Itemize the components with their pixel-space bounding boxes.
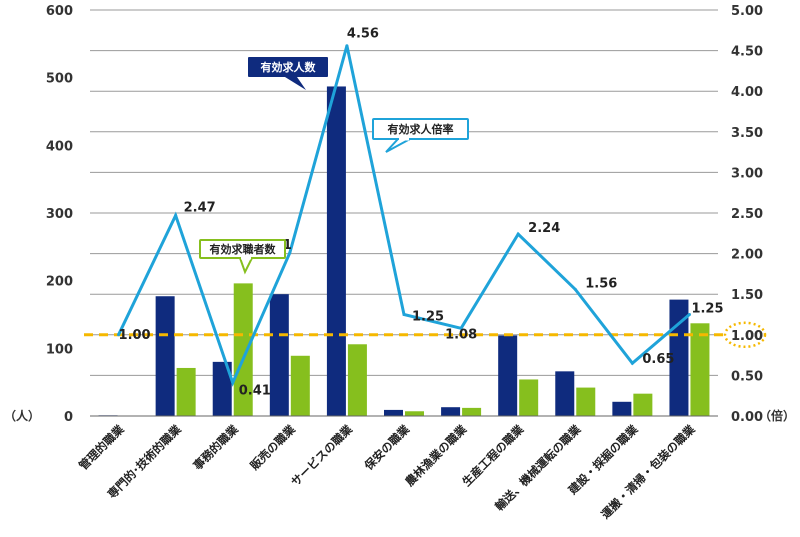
callout-ratio: 有効求人倍率	[372, 118, 469, 153]
ratio-data-label: 2.24	[528, 221, 560, 236]
left-axis-tick: 500	[46, 72, 73, 87]
bar-job-seekers	[347, 344, 367, 416]
category-label: 保安の職業	[361, 422, 413, 474]
callout-box	[372, 118, 469, 140]
right-axis-unit: （倍）	[759, 408, 795, 423]
bar-job-seekers	[519, 379, 539, 416]
ratio-point	[231, 381, 235, 385]
bar-job-offers	[326, 86, 346, 417]
ratio-point	[288, 251, 292, 255]
right-axis-tick: 5.00	[731, 4, 763, 19]
ratio-point	[402, 313, 406, 316]
right-axis-tick: 4.50	[731, 45, 763, 60]
ratio-point	[117, 333, 121, 337]
data-labels: 1.002.470.412.014.561.251.082.241.560.65…	[119, 27, 724, 399]
ratio-data-label: 0.41	[239, 384, 271, 399]
ratio-point	[630, 361, 634, 365]
bar-job-offers	[155, 296, 175, 416]
ratio-point	[516, 232, 520, 236]
ratio-line	[117, 44, 691, 387]
callout-label: 有効求職者数	[210, 242, 277, 256]
category-label: サービスの職業	[288, 422, 355, 489]
category-label: 事務的職業	[190, 422, 241, 473]
gridlines	[90, 9, 718, 376]
left-axis-tick: 300	[46, 207, 73, 222]
bar-job-offers	[498, 335, 518, 416]
ratio-data-label: 1.00	[119, 328, 151, 343]
left-axis-unit: （人）	[4, 408, 40, 423]
ratio-data-label: 1.56	[585, 276, 617, 291]
callout-box	[248, 57, 328, 77]
ratio-point	[573, 287, 577, 291]
ratio-point	[345, 44, 349, 48]
callout-job-offers: 有効求人数	[248, 57, 328, 90]
ratio-data-label: 4.56	[347, 27, 379, 42]
right-axis-tick: 2.50	[731, 207, 763, 222]
callout-tail	[385, 138, 411, 153]
right-axis-tick: 1.00	[731, 329, 763, 344]
left-axis-tick: 100	[46, 342, 73, 357]
left-axis-tick: 0	[64, 410, 73, 425]
category-label: 運搬・清掃・包装の職業	[598, 422, 698, 522]
bar-job-offers	[441, 407, 461, 416]
ratio-point	[459, 326, 463, 330]
bar-job-seekers	[233, 283, 253, 416]
ratio-data-label: 2.47	[184, 200, 216, 215]
callout-tail	[285, 77, 306, 90]
bar-job-seekers	[462, 407, 482, 416]
reference-line-label: 1.00	[731, 329, 763, 344]
right-axis-tick: 0.00	[731, 410, 763, 425]
right-axis-tick: 1.50	[731, 288, 763, 303]
bar-job-seekers	[576, 387, 596, 416]
right-axis-tick: 3.00	[731, 166, 763, 181]
callout-job-seekers: 有効求職者数	[199, 239, 286, 275]
right-axis-tick: 4.00	[731, 85, 763, 100]
ratio-point	[174, 213, 178, 217]
ratio-data-label: 1.25	[691, 302, 723, 317]
callout-label: 有効求人倍率	[388, 122, 454, 136]
bar-job-offers	[269, 294, 289, 416]
ratio-point	[687, 313, 691, 316]
bar-job-seekers	[405, 411, 424, 416]
right-axis-tick: 0.50	[731, 369, 763, 384]
callout-label: 有効求人数	[261, 60, 317, 74]
bar-job-offers	[555, 371, 575, 416]
reference-line	[84, 321, 767, 349]
left-axis-tick: 400	[46, 139, 73, 154]
bar-job-seekers	[633, 393, 653, 416]
category-label: 販売の職業	[247, 422, 298, 473]
bar-job-seekers	[690, 323, 710, 416]
bar-job-offers	[212, 361, 232, 416]
right-axis-tick: 3.50	[731, 126, 763, 141]
ratio-data-label: 0.65	[642, 352, 674, 367]
ratio-data-label: 1.25	[412, 310, 444, 325]
bar-job-seekers	[176, 367, 196, 416]
left-axis-tick: 600	[46, 4, 73, 19]
bar-job-offers	[612, 401, 632, 416]
callout-tail	[238, 257, 254, 275]
bar-job-seekers	[290, 355, 310, 416]
ratio-data-label: 1.08	[445, 327, 477, 342]
left-axis-tick: 200	[46, 275, 73, 290]
right-axis-tick: 2.00	[731, 248, 763, 263]
reference-highlight-circle	[723, 321, 767, 349]
bar-job-offers	[384, 409, 403, 416]
category-label: 管理的職業	[76, 422, 127, 473]
